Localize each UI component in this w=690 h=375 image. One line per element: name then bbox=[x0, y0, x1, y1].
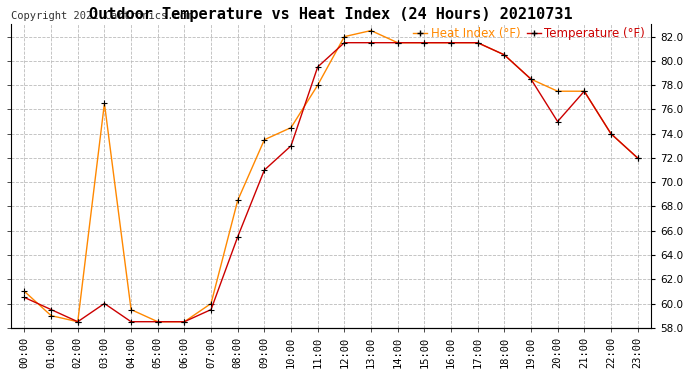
Temperature (°F) bbox=[473, 40, 482, 45]
Temperature (°F) bbox=[154, 320, 162, 324]
Temperature (°F) bbox=[20, 295, 28, 300]
Heat Index (°F) bbox=[633, 156, 642, 160]
Temperature (°F) bbox=[580, 89, 589, 93]
Heat Index (°F) bbox=[393, 40, 402, 45]
Heat Index (°F) bbox=[180, 320, 188, 324]
Heat Index (°F) bbox=[473, 40, 482, 45]
Temperature (°F) bbox=[420, 40, 428, 45]
Heat Index (°F) bbox=[580, 89, 589, 93]
Heat Index (°F) bbox=[207, 301, 215, 306]
Heat Index (°F) bbox=[287, 125, 295, 130]
Temperature (°F) bbox=[447, 40, 455, 45]
Temperature (°F) bbox=[500, 53, 509, 57]
Heat Index (°F) bbox=[74, 320, 82, 324]
Heat Index (°F) bbox=[367, 28, 375, 33]
Line: Heat Index (°F): Heat Index (°F) bbox=[21, 28, 640, 324]
Heat Index (°F) bbox=[526, 77, 535, 81]
Temperature (°F) bbox=[260, 168, 268, 172]
Heat Index (°F) bbox=[313, 83, 322, 87]
Heat Index (°F) bbox=[340, 34, 348, 39]
Heat Index (°F) bbox=[500, 53, 509, 57]
Temperature (°F) bbox=[127, 320, 135, 324]
Temperature (°F) bbox=[100, 301, 108, 306]
Heat Index (°F) bbox=[447, 40, 455, 45]
Temperature (°F) bbox=[313, 65, 322, 69]
Heat Index (°F) bbox=[20, 289, 28, 294]
Temperature (°F) bbox=[74, 320, 82, 324]
Heat Index (°F) bbox=[420, 40, 428, 45]
Heat Index (°F) bbox=[553, 89, 562, 93]
Heat Index (°F) bbox=[260, 138, 268, 142]
Temperature (°F) bbox=[607, 131, 615, 136]
Temperature (°F) bbox=[207, 308, 215, 312]
Heat Index (°F) bbox=[100, 101, 108, 106]
Temperature (°F) bbox=[340, 40, 348, 45]
Heat Index (°F) bbox=[47, 314, 55, 318]
Temperature (°F) bbox=[553, 119, 562, 124]
Temperature (°F) bbox=[233, 234, 242, 239]
Temperature (°F) bbox=[367, 40, 375, 45]
Text: Copyright 2021 Cartronics.com: Copyright 2021 Cartronics.com bbox=[11, 12, 193, 21]
Temperature (°F) bbox=[633, 156, 642, 160]
Heat Index (°F) bbox=[233, 198, 242, 202]
Heat Index (°F) bbox=[154, 320, 162, 324]
Title: Outdoor Temperature vs Heat Index (24 Hours) 20210731: Outdoor Temperature vs Heat Index (24 Ho… bbox=[89, 7, 573, 22]
Heat Index (°F) bbox=[127, 308, 135, 312]
Heat Index (°F) bbox=[607, 131, 615, 136]
Temperature (°F) bbox=[180, 320, 188, 324]
Temperature (°F) bbox=[47, 308, 55, 312]
Temperature (°F) bbox=[287, 144, 295, 148]
Temperature (°F) bbox=[393, 40, 402, 45]
Legend: Heat Index (°F), Temperature (°F): Heat Index (°F), Temperature (°F) bbox=[413, 27, 645, 40]
Temperature (°F) bbox=[526, 77, 535, 81]
Line: Temperature (°F): Temperature (°F) bbox=[21, 40, 640, 324]
